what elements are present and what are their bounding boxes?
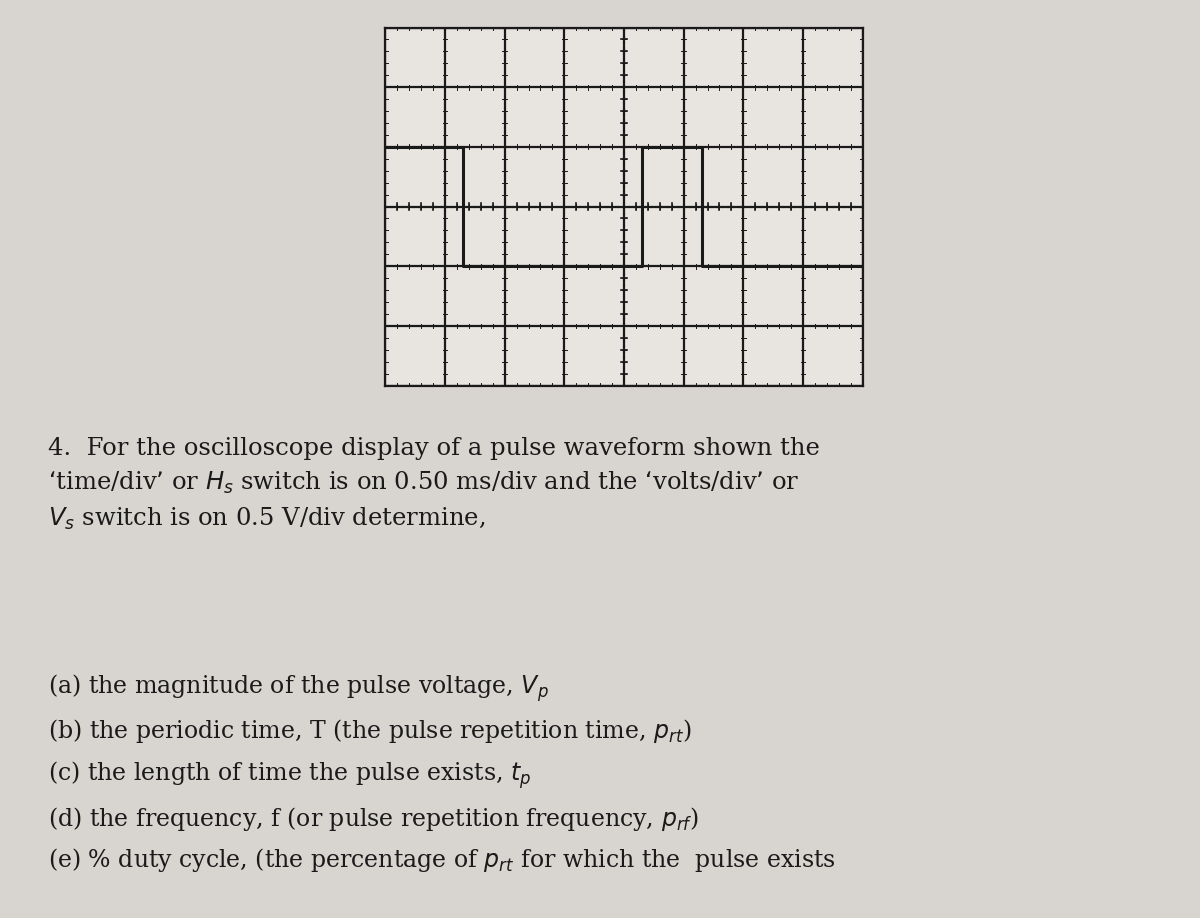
Text: 4.  For the oscilloscope display of a pulse waveform shown the
‘time/div’ or $H_: 4. For the oscilloscope display of a pul… — [48, 437, 820, 532]
Text: (a) the magnitude of the pulse voltage, $V_p$
(b) the periodic time, T (the puls: (a) the magnitude of the pulse voltage, … — [48, 672, 835, 874]
